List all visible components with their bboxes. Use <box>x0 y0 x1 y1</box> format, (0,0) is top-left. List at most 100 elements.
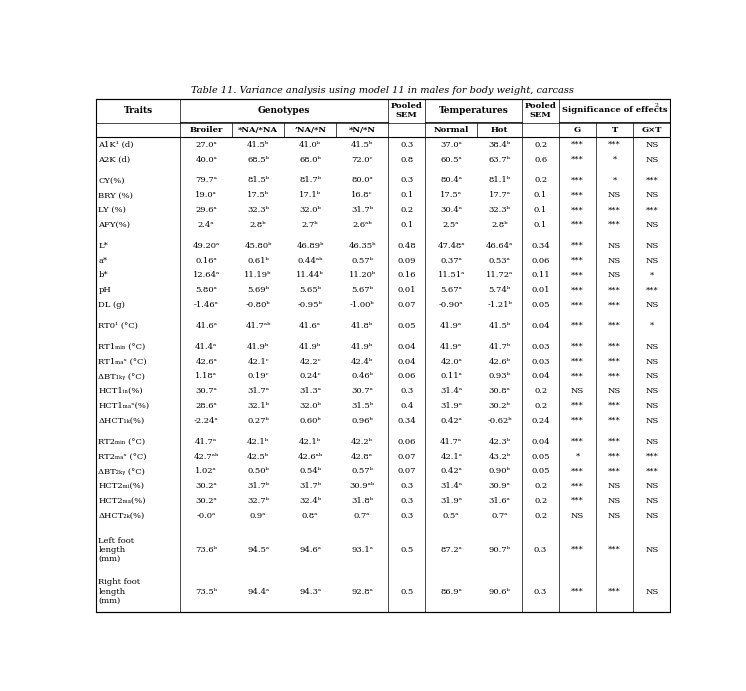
Text: 0.5ᵃ: 0.5ᵃ <box>443 512 460 520</box>
Text: 0.3: 0.3 <box>400 141 413 149</box>
Text: ***: *** <box>608 357 621 366</box>
Text: Normal: Normal <box>433 126 469 134</box>
Text: 17.5ᵃ: 17.5ᵃ <box>440 191 463 199</box>
Text: 60.5ᵃ: 60.5ᵃ <box>440 155 462 164</box>
Text: 5.67ᵃ: 5.67ᵃ <box>440 286 463 294</box>
Text: 0.2: 0.2 <box>534 512 547 520</box>
Text: RT0¹ (°C): RT0¹ (°C) <box>98 322 138 330</box>
Text: 0.04: 0.04 <box>531 372 550 380</box>
Text: NS: NS <box>608 256 621 265</box>
Text: ***: *** <box>608 286 621 294</box>
Text: NS: NS <box>645 387 659 395</box>
Text: 0.53ᵃ: 0.53ᵃ <box>489 256 510 265</box>
Text: NS: NS <box>645 482 659 490</box>
Text: 0.03: 0.03 <box>531 343 550 351</box>
Text: 19.0ᵃ: 19.0ᵃ <box>195 191 217 199</box>
Text: 0.46ᵇ: 0.46ᵇ <box>351 372 373 380</box>
Text: 41.9ᵇ: 41.9ᵇ <box>247 343 269 351</box>
Text: *: * <box>650 272 653 279</box>
Text: 0.2: 0.2 <box>534 482 547 490</box>
Text: NS: NS <box>645 437 659 446</box>
Text: 0.05: 0.05 <box>531 453 550 460</box>
Text: NS: NS <box>645 256 659 265</box>
Text: 73.5ᵇ: 73.5ᵇ <box>195 587 217 596</box>
Text: 0.1: 0.1 <box>400 191 413 199</box>
Text: RT1ₘₐˣ (°C): RT1ₘₐˣ (°C) <box>98 357 147 366</box>
Text: 30.9ᵃᵇ: 30.9ᵃᵇ <box>350 482 374 490</box>
Text: 0.4: 0.4 <box>400 402 413 410</box>
Text: *N/*N: *N/*N <box>348 126 376 134</box>
Text: 42.1ᶜ: 42.1ᶜ <box>248 357 269 366</box>
Text: 0.7ᵃ: 0.7ᵃ <box>354 512 371 520</box>
Text: 42.4ᵇ: 42.4ᵇ <box>351 357 373 366</box>
Text: Broiler: Broiler <box>189 126 223 134</box>
Text: ***: *** <box>571 497 584 505</box>
Text: 0.34: 0.34 <box>531 242 550 249</box>
Text: 41.9ᵇ: 41.9ᵇ <box>299 343 322 351</box>
Text: *NA/*NA: *NA/*NA <box>238 126 278 134</box>
Text: NS: NS <box>645 512 659 520</box>
Text: 31.7ᵇ: 31.7ᵇ <box>247 482 269 490</box>
Text: 42.1ᵇ: 42.1ᵇ <box>299 437 322 446</box>
Text: G×T: G×T <box>642 126 662 134</box>
Text: 73.6ᵇ: 73.6ᵇ <box>195 546 217 554</box>
Text: 2: 2 <box>654 104 659 108</box>
Text: 0.2: 0.2 <box>534 141 547 149</box>
Text: 38.4ᵇ: 38.4ᵇ <box>489 141 511 149</box>
Text: ΔBT₁ₖᵧ (°C): ΔBT₁ₖᵧ (°C) <box>98 372 145 380</box>
Text: 0.8: 0.8 <box>400 155 413 164</box>
Text: -0.90ᵃ: -0.90ᵃ <box>439 301 463 309</box>
Text: ***: *** <box>608 372 621 380</box>
Text: ***: *** <box>608 417 621 425</box>
Text: 94.4ᵃ: 94.4ᵃ <box>247 587 269 596</box>
Text: ***: *** <box>571 546 584 554</box>
Text: 0.3: 0.3 <box>534 587 548 596</box>
Text: 30.2ᵃ: 30.2ᵃ <box>195 482 217 490</box>
Text: 0.48: 0.48 <box>398 242 416 249</box>
Text: 0.3: 0.3 <box>400 512 413 520</box>
Text: 0.2: 0.2 <box>534 402 547 410</box>
Text: NS: NS <box>608 497 621 505</box>
Text: ***: *** <box>571 402 584 410</box>
Text: 41.6ᵃ: 41.6ᵃ <box>195 322 217 330</box>
Text: HCT1ᵢₙ(%): HCT1ᵢₙ(%) <box>98 387 143 395</box>
Text: 42.6ᵇ: 42.6ᵇ <box>489 357 511 366</box>
Text: *: * <box>612 155 617 164</box>
Text: 42.1ᵃ: 42.1ᵃ <box>440 453 463 460</box>
Text: HCT2ₘᵢ(%): HCT2ₘᵢ(%) <box>98 482 145 490</box>
Text: ***: *** <box>571 357 584 366</box>
Text: 31.6ᵃ: 31.6ᵃ <box>489 497 510 505</box>
Text: 0.11ᵃ: 0.11ᵃ <box>440 372 463 380</box>
Text: 0.2: 0.2 <box>534 387 547 395</box>
Text: ***: *** <box>608 322 621 330</box>
Text: 5.69ᵇ: 5.69ᵇ <box>247 286 269 294</box>
Text: ***: *** <box>571 322 584 330</box>
Text: 0.07: 0.07 <box>398 453 416 460</box>
Text: BRY (%): BRY (%) <box>98 191 134 199</box>
Text: 40.0ᵃ: 40.0ᵃ <box>195 155 217 164</box>
Text: 5.67ᵇ: 5.67ᵇ <box>351 286 373 294</box>
Text: 31.7ᵇ: 31.7ᵇ <box>299 482 322 490</box>
Text: 41.9ᵃ: 41.9ᵃ <box>440 343 463 351</box>
Text: 11.72ᵃ: 11.72ᵃ <box>486 272 513 279</box>
Text: ***: *** <box>608 587 621 596</box>
Text: 41.7ᵇ: 41.7ᵇ <box>489 343 511 351</box>
Text: 42.2ᵇ: 42.2ᵇ <box>351 437 373 446</box>
Text: 68.5ᵇ: 68.5ᵇ <box>247 155 269 164</box>
Text: 2.6ᵃᵇ: 2.6ᵃᵇ <box>352 221 372 229</box>
Text: 41.9ᵃ: 41.9ᵃ <box>440 322 463 330</box>
Text: 81.7ᵇ: 81.7ᵇ <box>299 176 322 184</box>
Text: ***: *** <box>571 256 584 265</box>
Text: 94.5ᵃ: 94.5ᵃ <box>247 546 269 554</box>
Text: ***: *** <box>571 191 584 199</box>
Text: 42.7ᵃᵇ: 42.7ᵃᵇ <box>193 453 219 460</box>
Text: Hot: Hot <box>491 126 509 134</box>
Text: NS: NS <box>645 546 659 554</box>
Text: ***: *** <box>571 221 584 229</box>
Text: 0.57ᵇ: 0.57ᵇ <box>351 256 373 265</box>
Text: ***: *** <box>645 467 658 475</box>
Text: NS: NS <box>608 272 621 279</box>
Text: 0.04: 0.04 <box>398 357 416 366</box>
Text: 0.60ᵇ: 0.60ᵇ <box>299 417 321 425</box>
Text: 0.5: 0.5 <box>400 587 413 596</box>
